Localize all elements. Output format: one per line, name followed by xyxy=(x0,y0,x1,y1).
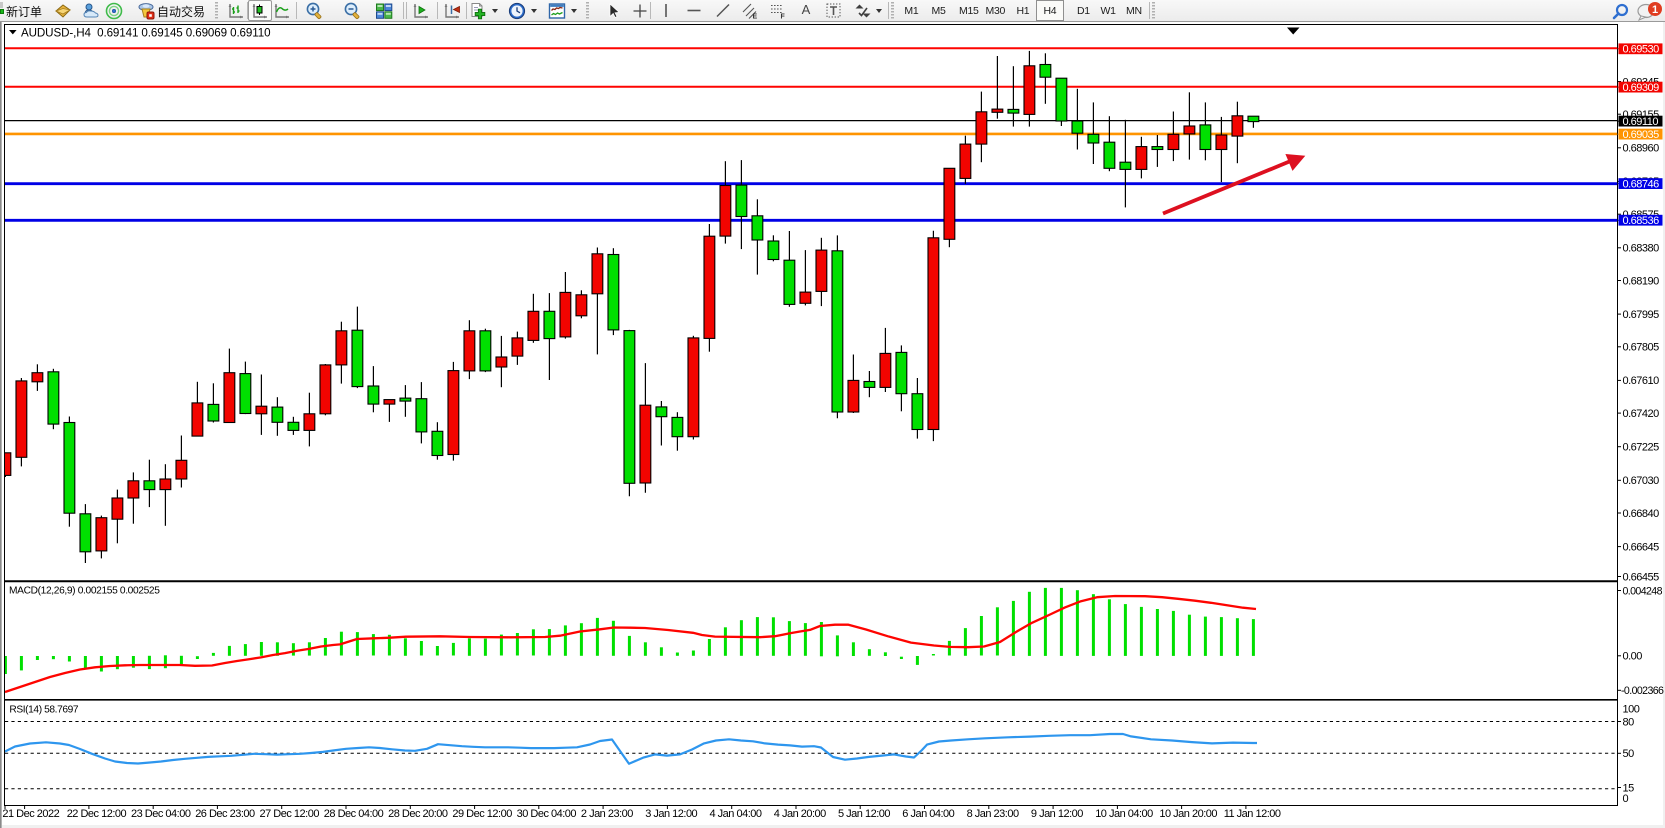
svg-text:23 Dec 04:00: 23 Dec 04:00 xyxy=(131,808,191,820)
svg-text:22 Dec 12:00: 22 Dec 12:00 xyxy=(67,808,127,820)
svg-text:3 Jan 12:00: 3 Jan 12:00 xyxy=(645,808,697,820)
svg-text:0.69110: 0.69110 xyxy=(1623,116,1659,128)
svg-text:4 Jan 04:00: 4 Jan 04:00 xyxy=(710,808,762,820)
svg-text:0.68190: 0.68190 xyxy=(1623,275,1660,287)
svg-text:0.67420: 0.67420 xyxy=(1623,408,1660,420)
svg-text:F: F xyxy=(781,14,786,21)
svg-text:0.68960: 0.68960 xyxy=(1623,143,1660,155)
svg-text:2 Jan 23:00: 2 Jan 23:00 xyxy=(581,808,633,820)
svg-text:0.66840: 0.66840 xyxy=(1623,508,1660,520)
svg-text:4 Jan 20:00: 4 Jan 20:00 xyxy=(774,808,826,820)
svg-text:80: 80 xyxy=(1623,716,1635,728)
svg-text:15: 15 xyxy=(1623,782,1635,794)
svg-text:E: E xyxy=(753,14,758,21)
svg-text:6 Jan 04:00: 6 Jan 04:00 xyxy=(902,808,954,820)
svg-text:8 Jan 23:00: 8 Jan 23:00 xyxy=(967,808,1019,820)
svg-text:0.67610: 0.67610 xyxy=(1623,375,1660,387)
svg-text:29 Dec 12:00: 29 Dec 12:00 xyxy=(452,808,512,820)
svg-text:0.69035: 0.69035 xyxy=(1623,129,1660,141)
svg-text:AUDUSD-,H4 0.69141 0.69145 0.: AUDUSD-,H4 0.69141 0.69145 0.69069 0.691… xyxy=(21,27,270,40)
svg-text:0.00: 0.00 xyxy=(1623,651,1643,663)
svg-text:28 Dec 04:00: 28 Dec 04:00 xyxy=(324,808,384,820)
svg-text:1: 1 xyxy=(1652,4,1658,16)
svg-text:26 Dec 23:00: 26 Dec 23:00 xyxy=(195,808,255,820)
svg-text:0.69530: 0.69530 xyxy=(1623,44,1660,56)
svg-text:27 Dec 12:00: 27 Dec 12:00 xyxy=(260,808,320,820)
svg-text:9 Jan 12:00: 9 Jan 12:00 xyxy=(1031,808,1083,820)
svg-text:0.66645: 0.66645 xyxy=(1623,541,1660,553)
svg-text:30 Dec 04:00: 30 Dec 04:00 xyxy=(517,808,577,820)
svg-text:0.67805: 0.67805 xyxy=(1623,342,1660,354)
svg-text:-0.002366: -0.002366 xyxy=(1621,685,1664,697)
svg-text:0.004248: 0.004248 xyxy=(1623,585,1663,597)
svg-text:0.69309: 0.69309 xyxy=(1623,82,1660,94)
svg-text:0.68536: 0.68536 xyxy=(1623,215,1660,227)
svg-text:10 Jan 04:00: 10 Jan 04:00 xyxy=(1095,808,1153,820)
svg-text:RSI(14) 58.7697: RSI(14) 58.7697 xyxy=(9,705,78,716)
svg-text:0.68746: 0.68746 xyxy=(1623,179,1660,191)
svg-text:11 Jan 12:00: 11 Jan 12:00 xyxy=(1224,808,1281,820)
svg-text:28 Dec 20:00: 28 Dec 20:00 xyxy=(388,808,448,820)
svg-text:MACD(12,26,9) 0.002155 0.00252: MACD(12,26,9) 0.002155 0.002525 xyxy=(9,586,160,597)
svg-text:5 Jan 12:00: 5 Jan 12:00 xyxy=(838,808,890,820)
svg-text:0.67225: 0.67225 xyxy=(1623,442,1660,454)
svg-text:0.67995: 0.67995 xyxy=(1623,309,1660,321)
svg-text:0: 0 xyxy=(1623,793,1629,805)
svg-text:10 Jan 20:00: 10 Jan 20:00 xyxy=(1159,808,1217,820)
svg-text:50: 50 xyxy=(1623,748,1635,760)
svg-text:0.66455: 0.66455 xyxy=(1623,571,1660,583)
svg-text:21 Dec 2022: 21 Dec 2022 xyxy=(2,808,59,820)
svg-text:0.67030: 0.67030 xyxy=(1623,475,1660,487)
svg-text:100: 100 xyxy=(1623,704,1640,716)
svg-text:0.68380: 0.68380 xyxy=(1623,243,1660,255)
